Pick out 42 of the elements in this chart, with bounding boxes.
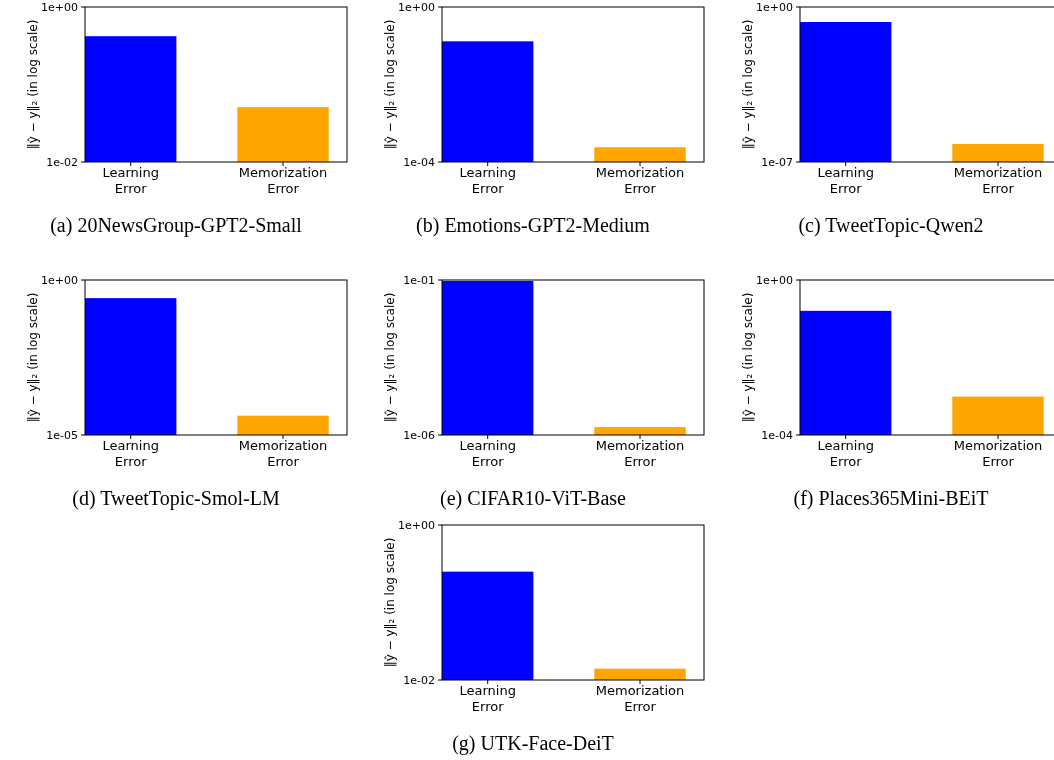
y-tick-label: 1e+00: [41, 273, 78, 287]
y-axis-title: ‖ŷ − y‖₂ (in log scale): [741, 19, 755, 150]
y-axis-title: ‖ŷ − y‖₂ (in log scale): [26, 292, 40, 423]
y-axis-title: ‖ŷ − y‖₂ (in log scale): [383, 19, 397, 150]
text: (e) CIFAR10-ViT-Base: [440, 487, 627, 510]
x-tick-label: Learning Error: [459, 165, 516, 196]
y-tick-label: 1e-01: [403, 273, 435, 287]
x-tick-label: Memorization Error: [595, 165, 685, 196]
x-tick-label: Learning Error: [102, 438, 159, 469]
text: (c) TweetTopic-Qwen2: [798, 214, 984, 237]
text: (b) Emotions-GPT2-Medium: [416, 214, 651, 237]
x-tick-label: Learning Error: [817, 165, 874, 196]
y-tick-label: 1e-04: [403, 155, 435, 169]
x-tick-label: Memorization Error: [595, 438, 685, 469]
text: (f) Places365Mini-BEiT: [793, 487, 989, 510]
x-tick-label: Memorization Error: [953, 438, 1043, 469]
x-tick-label: Memorization Error: [595, 683, 685, 714]
y-axis-title: ‖ŷ − y‖₂ (in log scale): [26, 19, 40, 150]
x-tick-label: Learning Error: [459, 438, 516, 469]
y-tick-label: 1e-02: [403, 673, 435, 687]
x-tick-label: Learning Error: [817, 438, 874, 469]
text: (g) UTK-Face-DeiT: [452, 732, 614, 755]
y-tick-label: 1e+00: [41, 0, 78, 14]
y-tick-label: 1e-05: [46, 428, 78, 442]
y-tick-label: 1e+00: [756, 0, 793, 14]
y-axis-title: ‖ŷ − y‖₂ (in log scale): [383, 537, 397, 668]
text: (a) 20NewsGroup-GPT2-Small: [50, 214, 303, 237]
y-tick-label: 1e-07: [761, 155, 793, 169]
x-tick-label: Memorization Error: [953, 165, 1043, 196]
x-tick-label: Memorization Error: [238, 438, 328, 469]
y-axis-title: ‖ŷ − y‖₂ (in log scale): [741, 292, 755, 423]
x-tick-label: Learning Error: [102, 165, 159, 196]
y-axis-title: ‖ŷ − y‖₂ (in log scale): [383, 292, 397, 423]
y-tick-label: 1e-02: [46, 155, 78, 169]
y-tick-label: 1e-04: [761, 428, 793, 442]
x-tick-label: Memorization Error: [238, 165, 328, 196]
y-tick-label: 1e+00: [756, 273, 793, 287]
y-tick-label: 1e+00: [398, 0, 435, 14]
y-tick-label: 1e-06: [403, 428, 435, 442]
x-tick-label: Learning Error: [459, 683, 516, 714]
y-tick-label: 1e+00: [398, 518, 435, 532]
text: (d) TweetTopic-Smol-LM: [72, 487, 280, 510]
